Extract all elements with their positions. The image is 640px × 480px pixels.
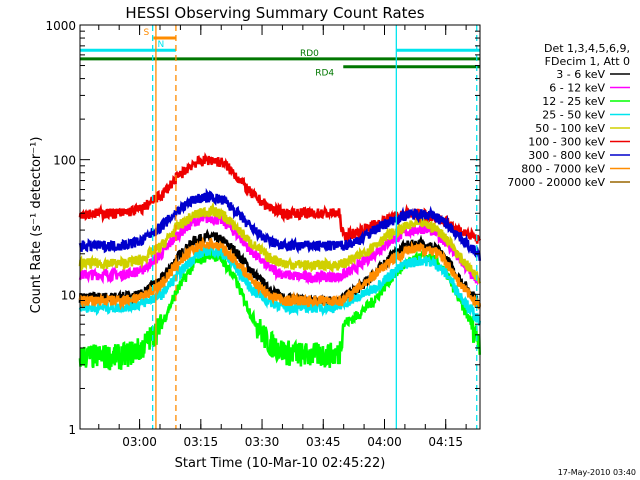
flag-label-5: RD4 xyxy=(315,69,334,79)
y-tick-label-1: 1 xyxy=(68,423,76,437)
plot-frame xyxy=(79,24,481,430)
x-tick-label-6: 04:15 xyxy=(428,435,463,449)
footer-timestamp: 17-May-2010 03:40 xyxy=(558,468,636,477)
flag-label-2: S xyxy=(143,28,149,38)
x-tick-label-3: 03:30 xyxy=(245,435,280,449)
x-tick-label-4: 03:45 xyxy=(306,435,341,449)
y-tick-label-3: 100 xyxy=(53,154,76,168)
legend-header-2: FDecim 1, Att 0 xyxy=(545,55,630,68)
event-markers xyxy=(152,25,478,429)
legend-label-1: 3 - 6 keV xyxy=(556,68,605,81)
flag-label-4: RD0 xyxy=(300,49,319,59)
x-tick-label-1: 03:00 xyxy=(122,435,157,449)
flag-label-3: N xyxy=(157,40,164,50)
legend-label-9: 7000 - 20000 keV xyxy=(507,176,605,189)
legend-label-4: 25 - 50 keV xyxy=(542,109,605,122)
data-series xyxy=(78,152,481,371)
x-tick-label-2: 03:15 xyxy=(184,435,219,449)
y-tick-label-4: 1000 xyxy=(45,19,76,33)
series-line-2 xyxy=(78,212,481,286)
legend-label-5: 50 - 100 keV xyxy=(535,122,605,135)
series-line-8 xyxy=(78,236,481,311)
legend-header-1: Det 1,3,4,5,6,9, xyxy=(544,42,630,55)
legend-label-3: 12 - 25 keV xyxy=(542,95,605,108)
legend: Det 1,3,4,5,6,9,FDecim 1, Att 03 - 6 keV… xyxy=(507,42,630,189)
instrument-flags: SN RD0 RD4 xyxy=(80,28,480,79)
y-axis-label: Count Rate (s⁻¹ detector⁻¹) xyxy=(29,137,44,314)
legend-label-2: 6 - 12 keV xyxy=(549,82,605,95)
legend-label-8: 800 - 7000 keV xyxy=(521,163,605,176)
x-axis-label: Start Time (10-Mar-10 02:45:22) xyxy=(175,456,386,471)
legend-label-6: 100 - 300 keV xyxy=(528,136,605,149)
chart-title: HESSI Observing Summary Count Rates xyxy=(125,4,424,22)
axes: 1 10 100 1000 03:00 03:15 03:30 03:45 04:00 04:15 xyxy=(45,19,480,449)
legend-label-7: 300 - 800 keV xyxy=(528,149,605,162)
x-tick-label-5: 04:00 xyxy=(367,435,402,449)
series-line-5 xyxy=(78,201,481,284)
y-tick-label-2: 10 xyxy=(61,288,76,302)
series-line-7 xyxy=(78,187,481,261)
